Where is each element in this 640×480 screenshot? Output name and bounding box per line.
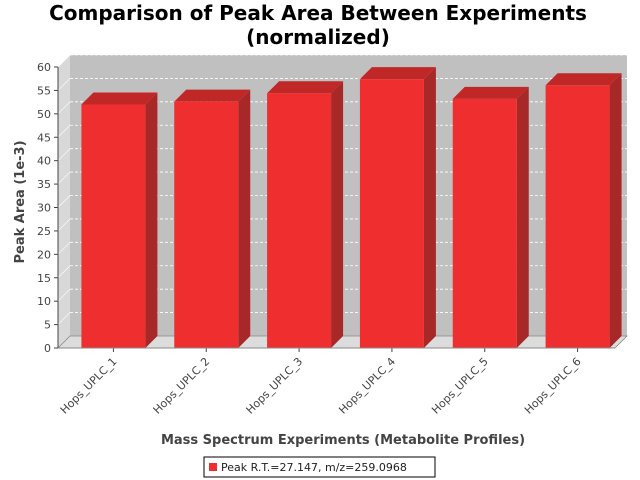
bar-top (545, 73, 622, 86)
bar-side (609, 73, 622, 348)
x-tick-label: Hops_UPLC_5 (429, 355, 491, 417)
y-tick-label: 55 (37, 84, 51, 97)
bar (545, 85, 610, 348)
bar-side (238, 89, 251, 348)
bar (359, 79, 424, 348)
gridline-wall (57, 288, 71, 302)
x-axis-label: Mass Spectrum Experiments (Metabolite Pr… (161, 433, 525, 448)
bar-top (452, 86, 529, 99)
gridline-wall (57, 148, 71, 161)
y-tick-label: 50 (37, 108, 51, 121)
bar (174, 101, 239, 348)
bar-top (359, 67, 436, 80)
legend-box (203, 456, 436, 478)
y-tick-label: 60 (37, 61, 51, 74)
gridline-wall (57, 78, 71, 91)
y-tick-label: 25 (37, 225, 51, 238)
x-tick-label: Hops_UPLC_1 (58, 355, 120, 417)
y-tick-label: 0 (44, 342, 51, 355)
gridline-wall (57, 101, 71, 115)
gridline-wall (57, 54, 71, 68)
y-tick-label: 5 (44, 319, 51, 332)
gridline-wall (57, 265, 71, 278)
bar (452, 98, 517, 348)
bar-top (81, 92, 158, 105)
y-tick-label: 30 (37, 202, 51, 215)
legend: Peak R.T.=27.147, m/z=259.0968 (203, 456, 436, 478)
gridline-wall (57, 218, 71, 232)
gridline-wall (57, 125, 71, 138)
bar-side (423, 67, 436, 348)
x-tick-label: Hops_UPLC_3 (244, 355, 306, 417)
gridline-wall (57, 312, 71, 325)
chart-title-line1: Comparison of Peak Area Between Experime… (49, 1, 587, 25)
bar-top (174, 89, 251, 102)
x-tick-label: Hops_UPLC_6 (522, 355, 584, 417)
y-tick-label: 10 (37, 295, 51, 308)
legend-label: Peak R.T.=27.147, m/z=259.0968 (221, 461, 407, 474)
y-axis-label: Peak Area (1e-3) (13, 140, 28, 263)
y-tick-label: 15 (37, 272, 51, 285)
y-tick-label: 45 (37, 131, 51, 144)
gridline-wall (57, 171, 71, 185)
y-tick-label: 20 (37, 248, 51, 261)
gridline-wall (57, 195, 71, 208)
bar (81, 104, 146, 348)
x-tick-label: Hops_UPLC_4 (336, 355, 398, 417)
bar-side (145, 92, 158, 348)
bar (267, 93, 332, 348)
bar-top (267, 81, 344, 94)
plot-area: 0 5 10 15 20 25 30 35 40 45 50 55 60 Hops_UPLC_1 Hops_… (37, 54, 628, 417)
gridline-wall (57, 242, 71, 255)
chart-title-line2: (normalized) (246, 25, 390, 49)
legend-swatch (209, 463, 217, 471)
y-tick-label: 40 (37, 155, 51, 168)
bar-side (331, 81, 344, 348)
y-tick-label: 35 (37, 178, 51, 191)
x-tick-label: Hops_UPLC_2 (151, 355, 213, 417)
bar-side (516, 86, 529, 348)
